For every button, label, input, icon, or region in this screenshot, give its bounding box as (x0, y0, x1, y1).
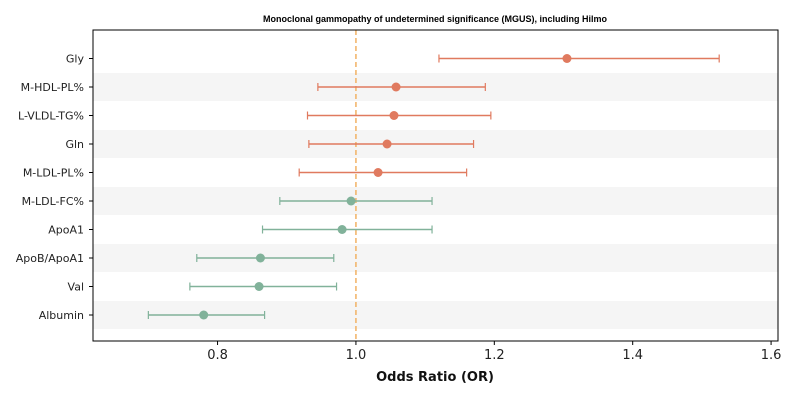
row-bands (93, 73, 778, 329)
row-band (93, 244, 778, 272)
x-axis-label: Odds Ratio (OR) (376, 370, 494, 385)
or-point (254, 282, 264, 291)
estimate-row (279, 196, 433, 206)
estimate-row (306, 111, 492, 120)
x-tick-label: 0.8 (207, 348, 228, 363)
plot-frame (92, 29, 779, 342)
y-tick-label: ApoA1 (48, 224, 84, 237)
x-tick-label: 1.2 (484, 348, 505, 363)
or-point (389, 111, 399, 120)
x-axis: 0.8 1.0 1.2 1.4 1.6 (207, 341, 781, 363)
or-point (391, 82, 401, 92)
or-point (562, 54, 572, 63)
y-tick-label: M-HDL-PL% (21, 81, 84, 94)
estimate-row (196, 253, 335, 263)
estimate-row (147, 310, 266, 320)
estimate-row (189, 282, 338, 291)
or-point (346, 196, 356, 206)
estimate-row (261, 225, 433, 234)
y-axis: Gly M-HDL-PL% L-VLDL-TG% Gln M-LDL-PL% M-LDL-… (16, 53, 93, 322)
estimates-group (147, 54, 720, 320)
y-tick-label: Gly (66, 53, 85, 66)
chart-title: Monoclonal gammopathy of undetermined si… (263, 14, 608, 24)
or-point (373, 168, 383, 177)
estimate-row (317, 82, 486, 92)
estimate-row (298, 168, 468, 177)
row-band (93, 187, 778, 215)
estimate-row (438, 54, 720, 63)
y-tick-label: L-VLDL-TG% (18, 110, 84, 123)
y-tick-label: Gln (65, 138, 84, 151)
or-point (255, 253, 265, 263)
x-tick-label: 1.6 (761, 348, 782, 363)
x-tick-label: 1.4 (622, 348, 643, 363)
estimate-row (308, 139, 475, 149)
y-tick-label: Albumin (39, 309, 84, 322)
or-point (382, 139, 392, 149)
y-tick-label: ApoB/ApoA1 (16, 252, 84, 265)
y-tick-label: Val (68, 281, 84, 294)
or-point (337, 225, 347, 234)
y-tick-label: M-LDL-FC% (22, 195, 84, 208)
or-point (199, 310, 209, 320)
x-tick-label: 1.0 (346, 348, 367, 363)
y-tick-label: M-LDL-PL% (23, 167, 84, 180)
